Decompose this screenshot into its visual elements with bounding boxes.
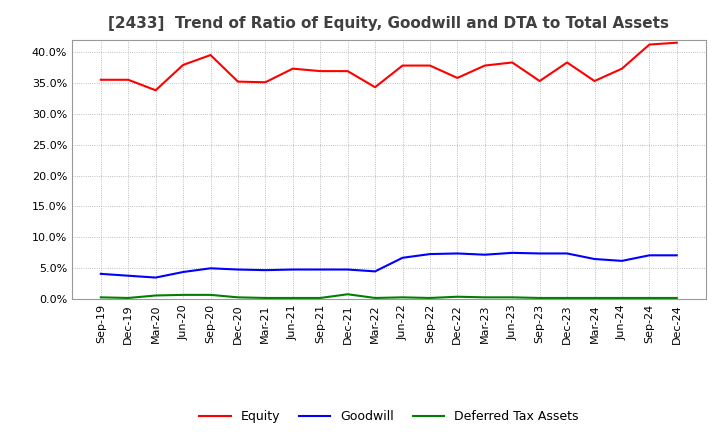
Goodwill: [672, 253, 681, 258]
Line: Goodwill: Goodwill: [101, 253, 677, 278]
Goodwill: [371, 269, 379, 274]
Equity: [618, 66, 626, 71]
Deferred Tax Assets: [398, 295, 407, 300]
Goodwill: [124, 273, 132, 279]
Equity: [261, 80, 270, 85]
Goodwill: [453, 251, 462, 256]
Goodwill: [508, 250, 516, 256]
Goodwill: [426, 251, 434, 257]
Equity: [398, 63, 407, 68]
Goodwill: [480, 252, 489, 257]
Deferred Tax Assets: [618, 295, 626, 301]
Goodwill: [563, 251, 572, 256]
Equity: [563, 60, 572, 65]
Deferred Tax Assets: [343, 292, 352, 297]
Equity: [508, 60, 516, 65]
Deferred Tax Assets: [124, 295, 132, 301]
Deferred Tax Assets: [179, 292, 187, 297]
Goodwill: [151, 275, 160, 280]
Equity: [453, 75, 462, 81]
Goodwill: [343, 267, 352, 272]
Deferred Tax Assets: [590, 295, 599, 301]
Deferred Tax Assets: [233, 295, 242, 300]
Equity: [672, 40, 681, 45]
Deferred Tax Assets: [426, 295, 434, 301]
Goodwill: [96, 271, 105, 276]
Deferred Tax Assets: [563, 295, 572, 301]
Equity: [206, 52, 215, 58]
Title: [2433]  Trend of Ratio of Equity, Goodwill and DTA to Total Assets: [2433] Trend of Ratio of Equity, Goodwil…: [108, 16, 670, 32]
Goodwill: [261, 268, 270, 273]
Goodwill: [398, 255, 407, 260]
Deferred Tax Assets: [289, 295, 297, 301]
Line: Equity: Equity: [101, 43, 677, 90]
Equity: [233, 79, 242, 84]
Deferred Tax Assets: [206, 292, 215, 297]
Equity: [426, 63, 434, 68]
Equity: [179, 62, 187, 68]
Deferred Tax Assets: [480, 295, 489, 300]
Equity: [289, 66, 297, 71]
Deferred Tax Assets: [151, 293, 160, 298]
Equity: [536, 78, 544, 84]
Equity: [96, 77, 105, 82]
Goodwill: [590, 257, 599, 262]
Equity: [124, 77, 132, 82]
Goodwill: [179, 269, 187, 275]
Deferred Tax Assets: [508, 295, 516, 300]
Legend: Equity, Goodwill, Deferred Tax Assets: Equity, Goodwill, Deferred Tax Assets: [194, 405, 583, 428]
Goodwill: [316, 267, 325, 272]
Deferred Tax Assets: [672, 295, 681, 301]
Equity: [151, 88, 160, 93]
Deferred Tax Assets: [453, 294, 462, 299]
Deferred Tax Assets: [536, 295, 544, 301]
Equity: [371, 84, 379, 90]
Equity: [590, 78, 599, 84]
Equity: [480, 63, 489, 68]
Goodwill: [206, 266, 215, 271]
Deferred Tax Assets: [261, 295, 270, 301]
Goodwill: [289, 267, 297, 272]
Equity: [343, 69, 352, 74]
Deferred Tax Assets: [96, 295, 105, 300]
Goodwill: [645, 253, 654, 258]
Line: Deferred Tax Assets: Deferred Tax Assets: [101, 294, 677, 298]
Deferred Tax Assets: [316, 295, 325, 301]
Goodwill: [233, 267, 242, 272]
Equity: [316, 69, 325, 74]
Deferred Tax Assets: [371, 295, 379, 301]
Goodwill: [536, 251, 544, 256]
Deferred Tax Assets: [645, 295, 654, 301]
Goodwill: [618, 258, 626, 264]
Equity: [645, 42, 654, 47]
